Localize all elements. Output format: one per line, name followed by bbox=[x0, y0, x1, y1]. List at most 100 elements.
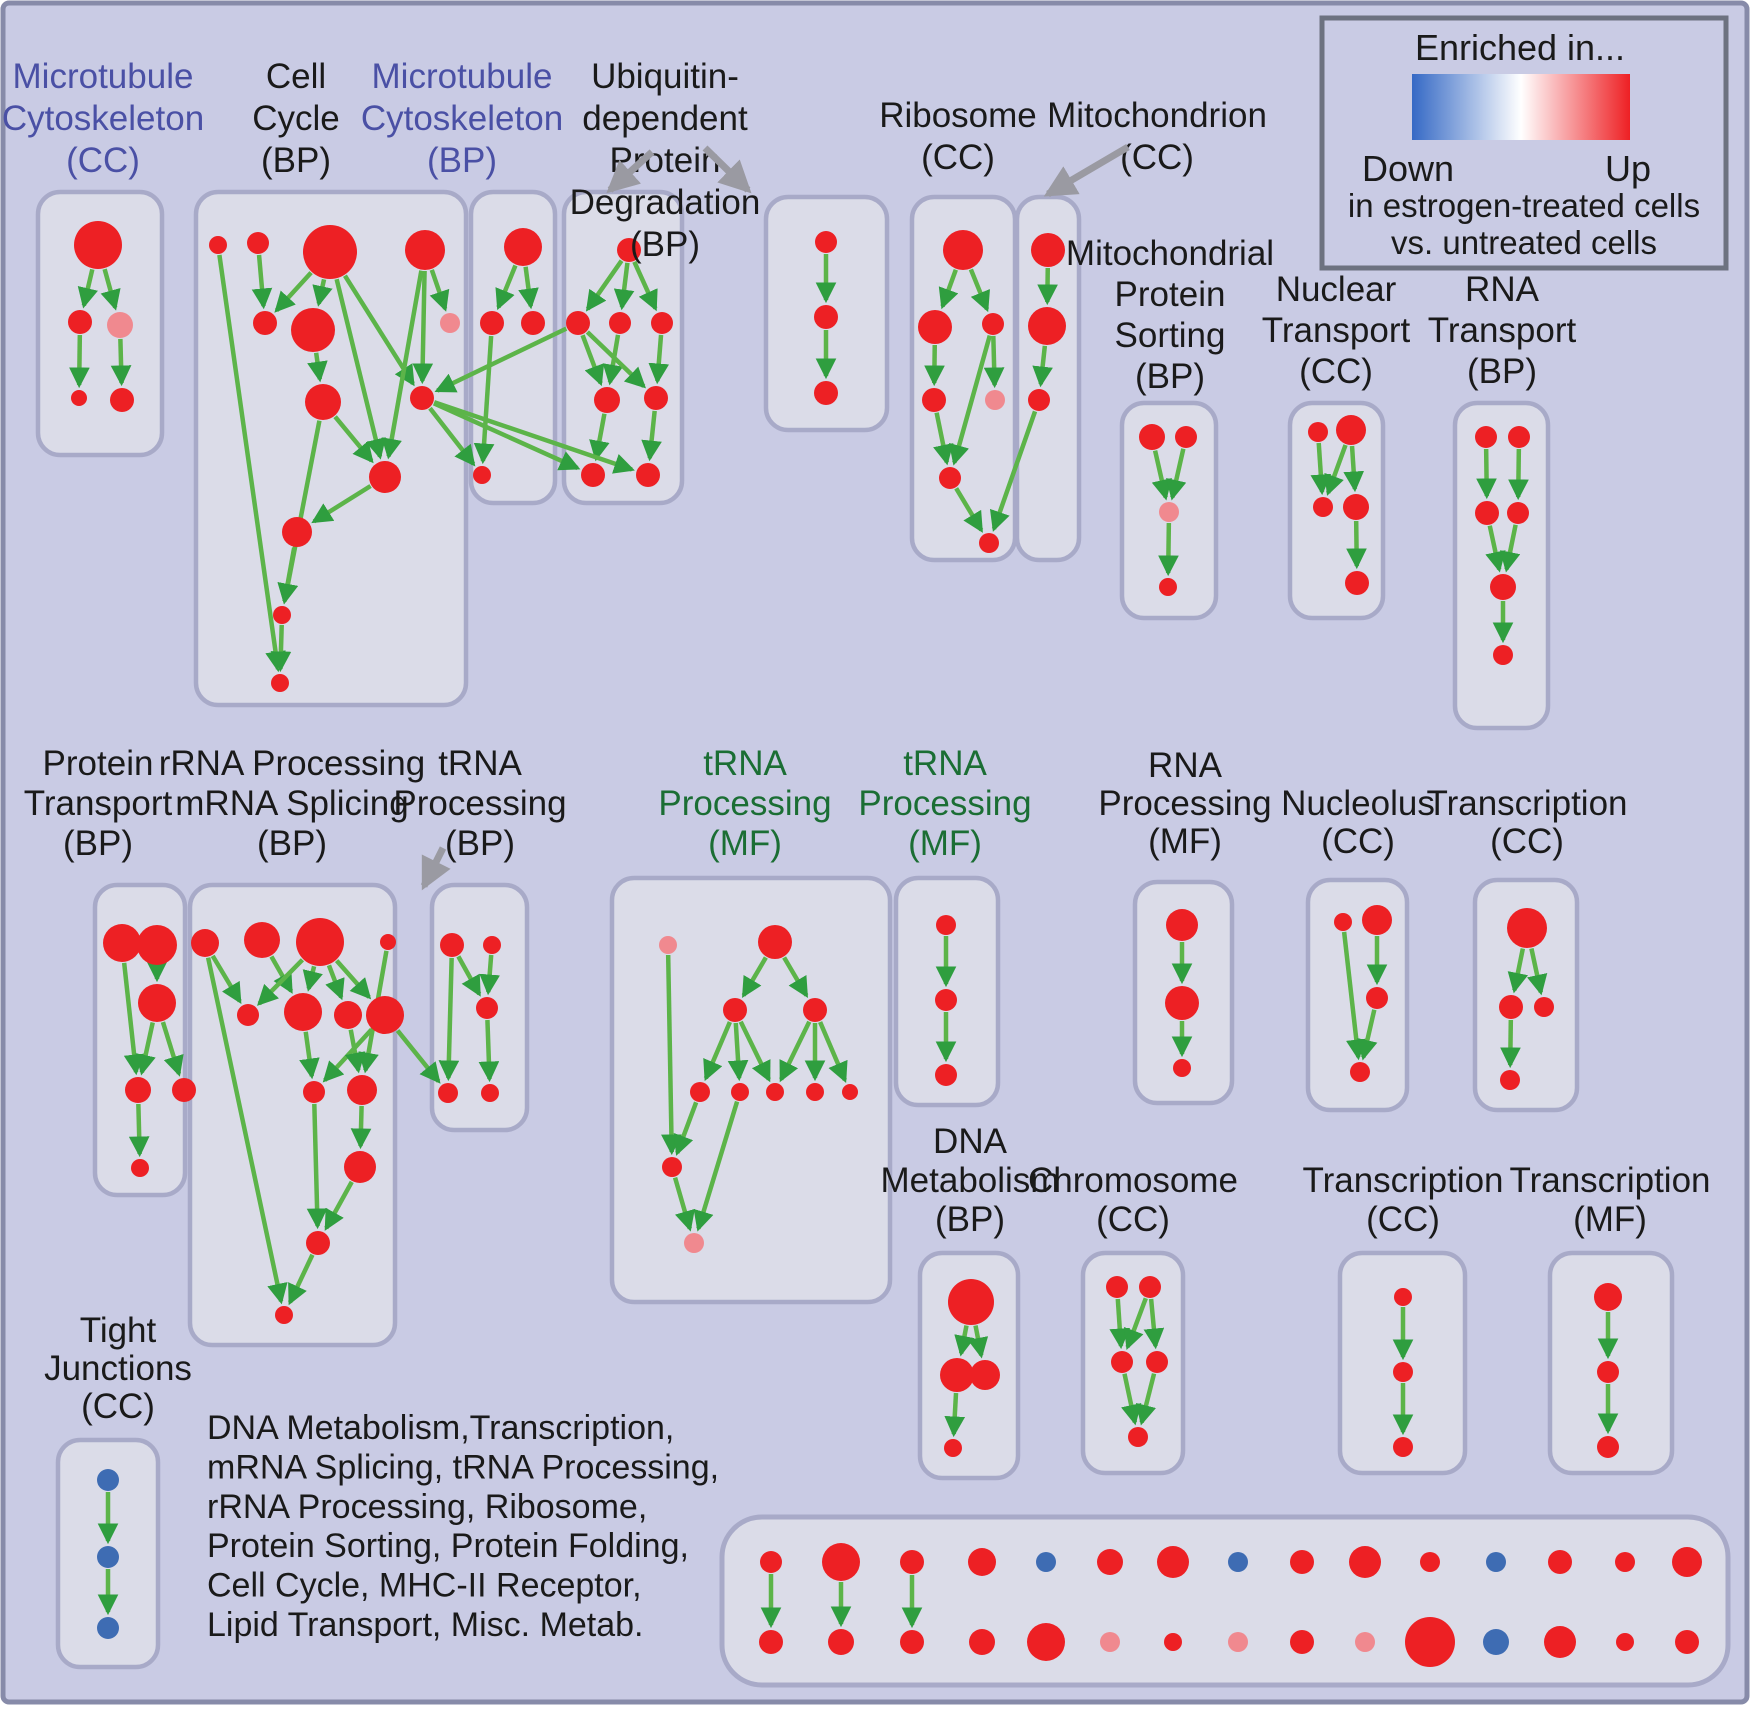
misc-node-bottom-14 bbox=[1675, 1630, 1699, 1654]
misc-categories-note: rRNA Processing, Ribosome, bbox=[207, 1488, 647, 1526]
gene-set-node-ribosome-3 bbox=[922, 388, 946, 412]
gene-set-node-mt_cc-1 bbox=[68, 310, 92, 334]
gene-set-node-transcription_mf-1 bbox=[1597, 1361, 1619, 1383]
gene-set-node-trna_bp-3 bbox=[438, 1083, 458, 1103]
edge-arrow bbox=[944, 1392, 966, 1438]
edge-arrow bbox=[779, 1020, 812, 1083]
gene-set-node-mt_bp-0 bbox=[504, 228, 542, 266]
edge-arrow bbox=[1151, 450, 1172, 501]
gene-set-node-cell_cycle-6 bbox=[440, 313, 460, 333]
gene-set-node-rna_transport-4 bbox=[1490, 574, 1516, 600]
group-box-mt_cc bbox=[35, 189, 165, 458]
edge-arrow bbox=[438, 957, 460, 1082]
group-label-chromosome: Chromosome bbox=[1028, 1161, 1238, 1200]
misc-categories-panel bbox=[719, 1514, 1731, 1688]
gene-set-node-cell_cycle-1 bbox=[247, 232, 269, 254]
gene-set-node-rrna_mrna-8 bbox=[303, 1081, 325, 1103]
group-label-mt_cc: Microtubule bbox=[13, 57, 194, 96]
misc-node-bottom-7 bbox=[1228, 1632, 1248, 1652]
edge-arrow bbox=[693, 1100, 740, 1232]
gene-set-node-mitochondrion-2 bbox=[1028, 389, 1050, 411]
gene-set-node-ribosome-1 bbox=[918, 310, 952, 344]
gene-set-node-dna_metabolism-1 bbox=[940, 1358, 974, 1392]
misc-node-top-10 bbox=[1420, 1552, 1440, 1572]
edge-arrow bbox=[412, 270, 434, 385]
gene-set-node-cell_cycle-5 bbox=[291, 308, 335, 352]
edge-arrow bbox=[924, 344, 945, 387]
misc-categories-note: mRNA Splicing, tRNA Processing, bbox=[207, 1448, 719, 1486]
misc-node-top-7 bbox=[1228, 1552, 1248, 1572]
group-label-rrna_mrna: rRNA Processing bbox=[159, 744, 425, 783]
edge-arrow bbox=[983, 335, 1005, 389]
gene-set-node-transcription_cc_1-3 bbox=[1500, 1070, 1520, 1090]
gene-set-node-trna_mf_1-5 bbox=[731, 1083, 749, 1101]
label-callout-arrow bbox=[420, 846, 451, 891]
gene-set-node-mito_protein_sorting-2 bbox=[1159, 502, 1179, 522]
group-label-rna_processing_mf: (MF) bbox=[1148, 822, 1222, 861]
gene-set-node-trna_bp-4 bbox=[481, 1084, 499, 1102]
group-label-trna_mf_2: Processing bbox=[858, 784, 1031, 823]
edge-arrow bbox=[205, 957, 288, 1305]
group-box-nucleolus bbox=[1305, 877, 1410, 1113]
group-label-rna_processing_mf: Processing bbox=[1098, 784, 1271, 823]
gene-set-node-rna_processing_mf-0 bbox=[1166, 909, 1198, 941]
edge-arrow bbox=[738, 1020, 771, 1083]
gene-set-node-rrna_mrna-6 bbox=[334, 1001, 362, 1029]
gene-set-node-rna_processing_mf-2 bbox=[1173, 1059, 1191, 1077]
group-label-rna_transport: (BP) bbox=[1467, 352, 1537, 391]
edge-arrow bbox=[1032, 345, 1053, 388]
gene-set-node-chromosome-1 bbox=[1139, 1276, 1161, 1298]
gene-set-node-chromosome-3 bbox=[1146, 1351, 1168, 1373]
edge-arrow bbox=[949, 334, 992, 466]
gene-set-node-cell_cycle-12 bbox=[271, 674, 289, 692]
group-label-mito_protein_sorting: Sorting bbox=[1115, 316, 1226, 355]
edge-arrow bbox=[661, 954, 682, 1156]
group-label-transcription_cc_2: Transcription bbox=[1303, 1161, 1504, 1200]
gene-set-node-protein_transport-0 bbox=[103, 924, 141, 962]
gene-set-node-transcription_cc_1-2 bbox=[1534, 997, 1554, 1017]
group-label-rna_transport: RNA bbox=[1465, 270, 1540, 309]
gene-set-node-mt_cc-0 bbox=[74, 221, 122, 269]
gene-set-node-rna_transport-0 bbox=[1475, 426, 1497, 448]
gene-set-node-rrna_mrna-4 bbox=[237, 1004, 259, 1026]
gene-set-node-ribosome-5 bbox=[939, 467, 961, 489]
gene-set-node-cell_cycle-9 bbox=[369, 461, 401, 493]
group-label-ubiquitin_1: (BP) bbox=[630, 225, 700, 264]
gene-set-node-rrna_mrna-5 bbox=[284, 993, 322, 1031]
edge-arrow bbox=[110, 338, 132, 387]
edge-arrow bbox=[312, 278, 333, 307]
gene-set-node-nuclear_transport-3 bbox=[1343, 494, 1369, 520]
edge-arrow bbox=[69, 334, 90, 389]
group-label-ubiquitin_1: Degradation bbox=[570, 183, 761, 222]
edge-arrow bbox=[613, 262, 635, 311]
group-label-cell_cycle: Cycle bbox=[252, 99, 340, 138]
edge-arrow bbox=[1508, 448, 1529, 501]
edge-arrow bbox=[1527, 948, 1548, 996]
edge-arrow bbox=[287, 1253, 315, 1306]
edge-arrow bbox=[954, 487, 984, 533]
gene-set-node-protein_transport-4 bbox=[172, 1078, 196, 1102]
group-label-protein_transport: (BP) bbox=[63, 824, 133, 863]
group-label-transcription_cc_2: (CC) bbox=[1366, 1200, 1440, 1239]
edge-arrow bbox=[324, 1180, 354, 1231]
gene-set-node-ubiquitin_1-5 bbox=[644, 386, 668, 410]
group-label-ubiquitin_1: dependent bbox=[582, 99, 748, 138]
gene-set-node-rrna_mrna-1 bbox=[244, 922, 280, 958]
misc-node-top-12 bbox=[1548, 1550, 1572, 1574]
misc-node-bottom-4 bbox=[1027, 1623, 1065, 1661]
misc-node-bottom-10 bbox=[1405, 1617, 1455, 1667]
group-label-trna_bp: (BP) bbox=[445, 824, 515, 863]
group-label-mito_protein_sorting: (BP) bbox=[1135, 357, 1205, 396]
gene-set-node-nucleolus-1 bbox=[1362, 905, 1392, 935]
group-label-mito_protein_sorting: Mitochondrial bbox=[1066, 234, 1274, 273]
legend-box bbox=[1319, 15, 1729, 271]
group-label-trna_mf_2: (MF) bbox=[908, 824, 982, 863]
legend-color-scale bbox=[1412, 74, 1630, 140]
label-callout-arrow bbox=[1043, 143, 1130, 198]
group-label-tight_junctions: (CC) bbox=[81, 1387, 155, 1426]
edge-arrow bbox=[381, 270, 424, 460]
gene-set-node-tight_junctions-0 bbox=[97, 1469, 119, 1491]
edge-arrow bbox=[325, 964, 345, 1001]
gene-set-node-rna_transport-1 bbox=[1508, 426, 1530, 448]
